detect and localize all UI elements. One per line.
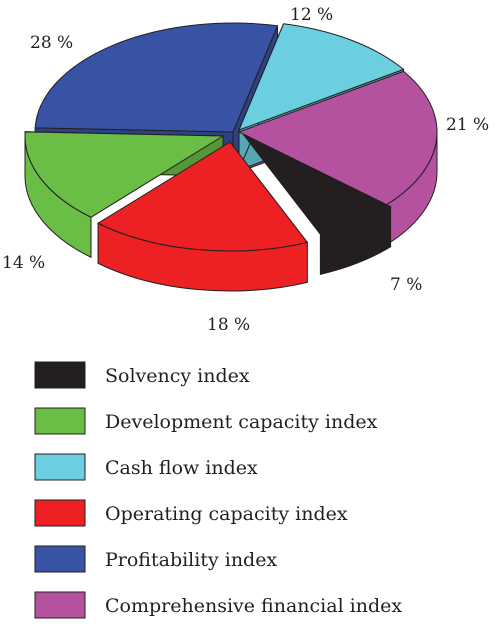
- pie-slice-cash-flow-index: [238, 23, 405, 131]
- pie-slice-operating-capacity-index: [96, 141, 309, 252]
- pie-slice-profitability-index: [34, 22, 279, 133]
- legend-swatch-comprehensive-financial-index: [34, 591, 86, 619]
- legend-swatch-cash-flow-index: [34, 453, 86, 481]
- legend-label-comprehensive-financial-index: Comprehensive financial index: [105, 595, 402, 617]
- legend-label-development-capacity-index: Development capacity index: [105, 411, 378, 433]
- value-label-solvency-index: 7 %: [390, 275, 422, 295]
- legend-label-profitability-index: Profitability index: [105, 549, 277, 571]
- pie-value-labels: 7 % 14 % 12 % 18 % 28 % 21 %: [2, 5, 489, 335]
- legend-label-operating-capacity-index: Operating capacity index: [105, 503, 348, 525]
- legend-label-solvency-index: Solvency index: [105, 365, 250, 387]
- value-label-development-capacity-index: 14 %: [2, 253, 45, 273]
- value-label-cash-flow-index: 12 %: [290, 5, 333, 25]
- pie-slice-comprehensive-financial-index: [237, 70, 438, 206]
- value-label-operating-capacity-index: 18 %: [207, 315, 250, 335]
- legend-label-cash-flow-index: Cash flow index: [105, 457, 258, 479]
- pie-slice-solvency-index: [242, 133, 392, 235]
- legend-swatch-solvency-index: [34, 361, 86, 389]
- legend-swatch-development-capacity-index: [34, 407, 86, 435]
- legend: Solvency index Development capacity index…: [34, 361, 402, 619]
- pie-slices: [24, 22, 438, 292]
- pie-slice-development-capacity-index: [24, 131, 225, 218]
- value-label-profitability-index: 28 %: [30, 33, 73, 53]
- value-label-comprehensive-financial-index: 21 %: [446, 115, 489, 135]
- legend-swatch-profitability-index: [34, 545, 86, 573]
- legend-swatch-operating-capacity-index: [34, 499, 86, 527]
